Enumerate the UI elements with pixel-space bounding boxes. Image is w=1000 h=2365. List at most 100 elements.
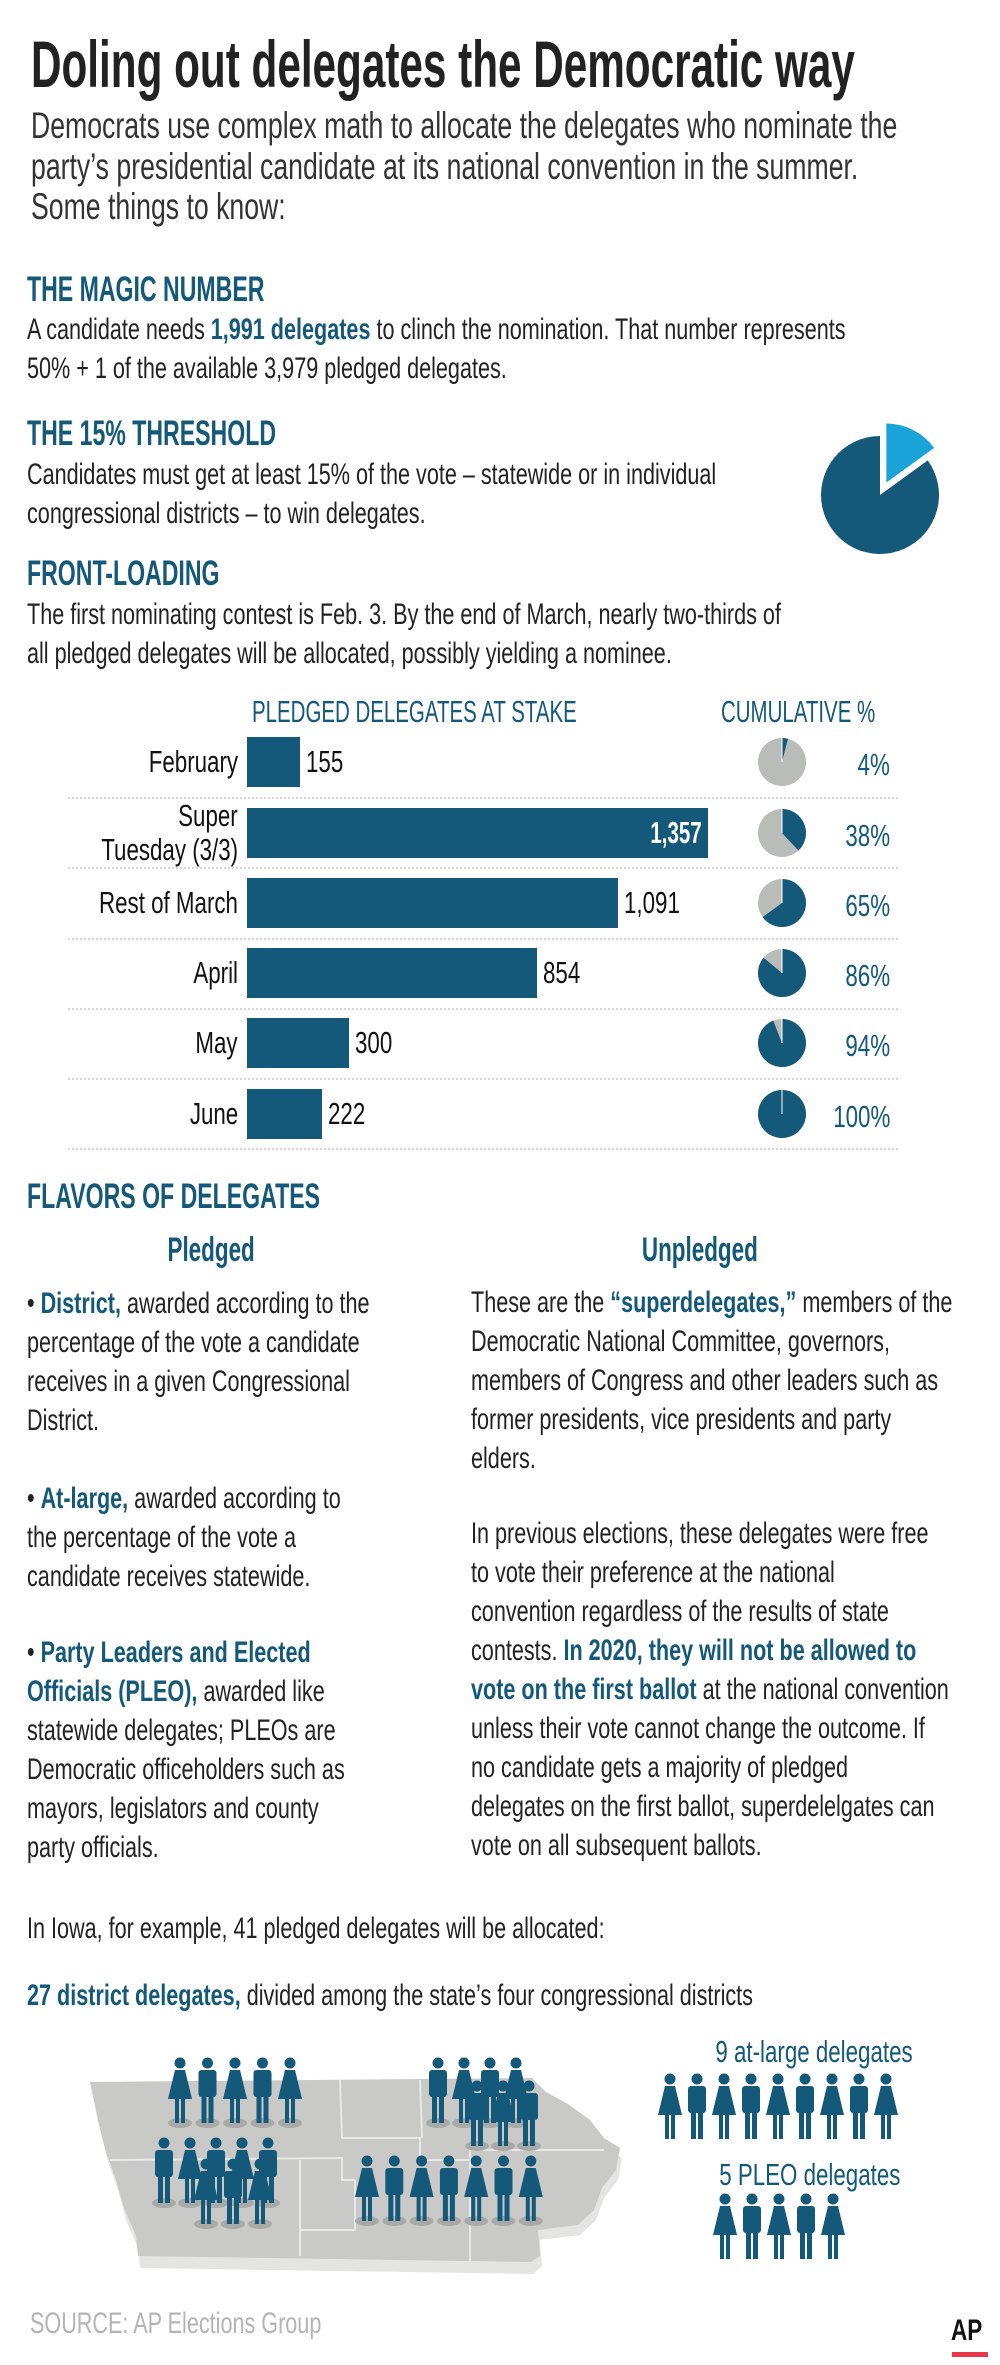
- bar: [247, 948, 538, 998]
- text-segment: percentage of the vote a candidate: [27, 1326, 360, 1359]
- chart-cumulative-header: CUMULATIVE %: [721, 694, 876, 729]
- iowa-delegates-illustration: [90, 2057, 898, 2274]
- unpledged-heading: Unpledged: [642, 1231, 758, 1269]
- cumulative-percent-label: 94%: [828, 1029, 890, 1063]
- text-segment: Democrats use complex math to allocate t…: [31, 105, 898, 146]
- category-label-line: February: [148, 744, 238, 779]
- category-label-row: Tuesday (3/3): [48, 833, 238, 867]
- text-line-content: Some things to know:: [31, 186, 286, 228]
- text-segment: candidate receives statewide.: [27, 1560, 311, 1593]
- text-segment: party officials.: [27, 1831, 159, 1864]
- text-segment: receives in a given Congressional: [27, 1365, 350, 1398]
- at-large-delegate-icon: [796, 2073, 814, 2139]
- text-segment: In Iowa, for example, 41 pledged delegat…: [27, 1912, 605, 1945]
- unpledged-rules-text: In previous elections, these delegates w…: [471, 1514, 1000, 1865]
- category-label: May: [179, 1026, 238, 1060]
- pledged-at-large-text: • At-large, awarded according to the perc…: [27, 1479, 463, 1596]
- iowa-district-line: 27 district delegates, divided among the…: [27, 1976, 1000, 2015]
- text-line: vote on the first ballot at the national…: [471, 1670, 1000, 1709]
- text-line: percentage of the vote a candidate: [27, 1323, 503, 1362]
- figure-shadow: [152, 2198, 176, 2208]
- text-line-content: District.: [27, 1401, 99, 1440]
- category-label-row: June: [171, 1097, 238, 1131]
- at-large-label: 9 at-large delegates: [715, 2034, 913, 2069]
- category-label: Super Tuesday (3/3): [48, 799, 238, 867]
- cumulative-percent-label: 38%: [828, 819, 890, 853]
- text-segment: Democratic officeholders such as: [27, 1753, 345, 1786]
- cumulative-percent-label: 4%: [845, 748, 890, 782]
- category-label: April: [176, 956, 238, 990]
- cumulative-percent-text: 100%: [832, 1099, 890, 1134]
- text-segment: divided among the state’s four congressi…: [240, 1979, 753, 2012]
- figure-shadow: [465, 2141, 489, 2151]
- text-line: 50% + 1 of the available 3,979 pledged d…: [27, 349, 1000, 388]
- category-label-line: Tuesday (3/3): [101, 832, 238, 867]
- at-large-delegate-icon: [820, 2073, 844, 2139]
- text-line: unless their vote cannot change the outc…: [471, 1709, 1000, 1748]
- text-segment: District.: [27, 1404, 99, 1437]
- text-line: In previous elections, these delegates w…: [471, 1514, 1000, 1553]
- cumulative-percent-label: 86%: [828, 959, 890, 993]
- cumulative-percent-text: 4%: [857, 747, 890, 782]
- text-segment: The first nominating contest is Feb. 3. …: [27, 598, 781, 631]
- row-divider: [68, 938, 898, 940]
- text-line: party officials.: [27, 1828, 468, 1867]
- text-segment: contests.: [471, 1634, 564, 1667]
- text-line-content: A candidate needs 1,991 delegates to cli…: [27, 310, 846, 349]
- figure-shadow: [178, 2198, 202, 2208]
- category-label-line: June: [189, 1096, 238, 1131]
- text-segment: Some things to know:: [31, 186, 286, 227]
- pleo-delegate-icon: [767, 2193, 791, 2259]
- source-note: SOURCE: AP Elections Group: [30, 2307, 322, 2340]
- figure-shadow: [223, 2118, 247, 2128]
- text-line-content: elders.: [471, 1439, 536, 1478]
- text-segment: These are the: [471, 1286, 611, 1319]
- text-line-content: members of Congress and other leaders su…: [471, 1361, 938, 1400]
- text-line: The first nominating contest is Feb. 3. …: [27, 595, 1000, 634]
- bar: [247, 878, 618, 928]
- text-line-content: unless their vote cannot change the outc…: [471, 1709, 925, 1748]
- pledged-district-text: • District, awarded according to the perc…: [27, 1284, 503, 1440]
- text-line-content: former presidents, vice presidents and p…: [471, 1400, 891, 1439]
- text-line: elders.: [471, 1439, 1000, 1478]
- text-line: members of Congress and other leaders su…: [471, 1361, 1000, 1400]
- pleo-delegate-icon: [797, 2193, 815, 2259]
- category-label: February: [114, 745, 238, 779]
- text-line: all pledged delegates will be allocated,…: [27, 634, 1000, 673]
- text-line-content: Democrats use complex math to allocate t…: [31, 105, 898, 147]
- pie-cumulative: [782, 738, 788, 762]
- category-label-line: April: [193, 955, 238, 990]
- magic-number-heading: THE MAGIC NUMBER: [27, 270, 265, 309]
- text-line-content: • District, awarded according to the: [27, 1284, 370, 1323]
- category-label-row: Super: [48, 799, 238, 833]
- text-line-content: congressional districts – to win delegat…: [27, 494, 426, 533]
- figure-shadow: [278, 2118, 302, 2128]
- category-label: June: [171, 1097, 238, 1131]
- text-segment: •: [27, 1482, 41, 1515]
- text-line: • Party Leaders and Elected: [27, 1633, 468, 1672]
- cumulative-pie-icon: [758, 879, 806, 927]
- text-segment: elders.: [471, 1442, 536, 1475]
- text-line-content: to vote their preference at the national: [471, 1553, 835, 1592]
- bar-value-text: 222: [328, 1096, 366, 1131]
- text-line: 27 district delegates, divided among the…: [27, 1976, 1000, 2015]
- text-line: mayors, legislators and county: [27, 1789, 468, 1828]
- text-line: former presidents, vice presidents and p…: [471, 1400, 1000, 1439]
- figure-shadow: [518, 2216, 543, 2226]
- text-segment: awarded according to: [128, 1482, 341, 1515]
- text-segment: members of the: [796, 1286, 953, 1319]
- figure-shadow: [436, 2216, 461, 2226]
- category-label-row: April: [176, 956, 238, 990]
- text-line-content: • Party Leaders and Elected: [27, 1633, 311, 1672]
- cumulative-percent-text: 94%: [845, 1028, 890, 1063]
- text-segment: convention regardless of the results of …: [471, 1595, 889, 1628]
- threshold-heading: THE 15% THRESHOLD: [27, 414, 277, 453]
- bar-value-label: 854: [543, 956, 595, 990]
- text-segment: awarded like: [197, 1675, 325, 1708]
- text-line-content: candidate receives statewide.: [27, 1557, 310, 1596]
- text-line-content: vote on all subsequent ballots.: [471, 1826, 762, 1865]
- bar-value-text: 155: [305, 744, 343, 779]
- highlight-text: In 2020, they will not be allowed to: [563, 1634, 917, 1667]
- bar: [247, 1018, 349, 1068]
- text-segment: all pledged delegates will be allocated,…: [27, 637, 672, 670]
